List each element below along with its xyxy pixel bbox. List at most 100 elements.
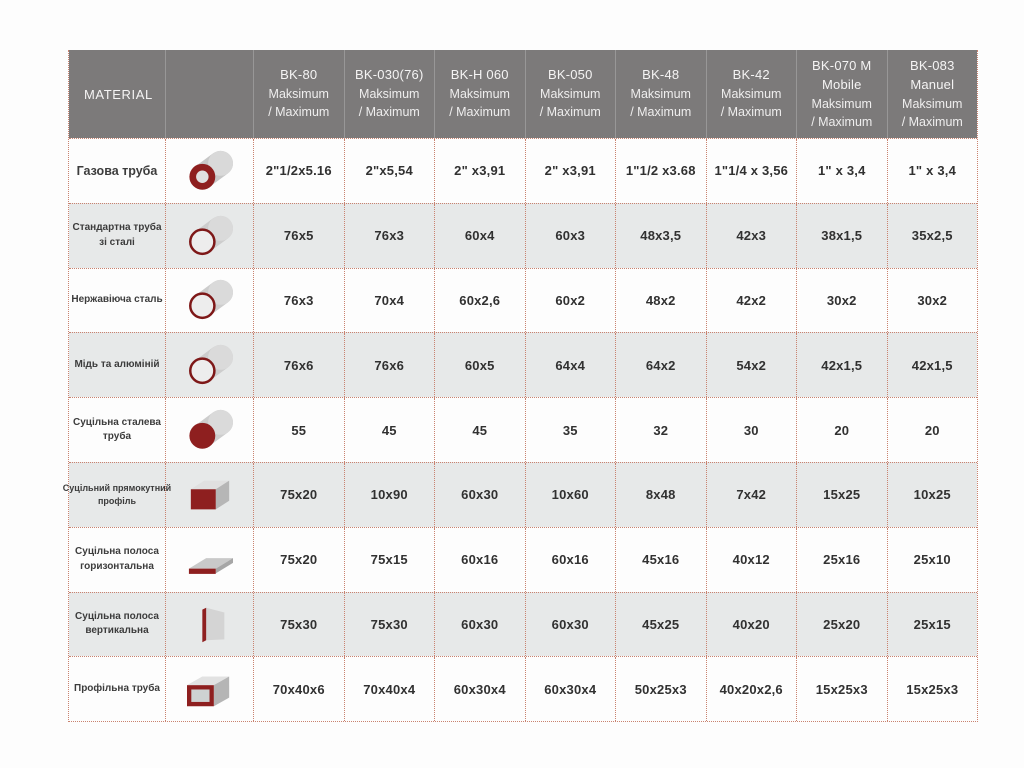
material-label: труба [102, 431, 132, 443]
value-cell: 60x30 [524, 592, 616, 657]
value-cell: 60x30x4 [524, 657, 616, 722]
value-cell: 70x4 [343, 268, 435, 333]
value-cell: 75x15 [343, 527, 435, 592]
value-cell: 2" x3,91 [524, 139, 616, 203]
value-cell: 60x16 [434, 527, 525, 592]
value-cell: 8x48 [615, 462, 706, 527]
model-max-label: Maksimum [540, 87, 601, 102]
table-row: Мідь та алюміній 76x6 76x6 60x5 64x4 64x2 54x2… [69, 332, 977, 398]
value-cell: 35 [524, 398, 616, 462]
value-cell: 70x40x4 [343, 657, 435, 722]
value-cell: 60x30 [434, 462, 525, 527]
value-cell: 42x1,5 [796, 333, 887, 398]
value-cell: 75x20 [253, 462, 344, 527]
value-cell: 20 [796, 398, 887, 462]
value-cell: 60x30 [434, 592, 525, 657]
value-cell: 25x20 [796, 592, 887, 657]
material-label: зі сталі [99, 236, 135, 248]
column-header-bk-050: BK-050 Maksimum / Maximum [524, 50, 616, 138]
value-cell: 40x12 [705, 527, 797, 592]
material-label: Профільна труба [74, 683, 160, 695]
column-header-bk-070-m-mobile: BK-070 M Mobile Maksimum / Maximum [796, 50, 887, 138]
flat-strip-horizontal-icon [179, 537, 241, 583]
model-name-label: BK-42 [732, 67, 770, 83]
icon-cell [165, 657, 253, 722]
value-cell: 60x4 [434, 203, 525, 268]
value-cell: 60x16 [524, 527, 616, 592]
value-cell: 42x3 [705, 203, 797, 268]
value-cell: 64x2 [615, 333, 706, 398]
model-max-label: Maksimum [721, 87, 782, 102]
model-max-label: / Maximum [449, 105, 511, 120]
value-cell: 76x3 [253, 268, 344, 333]
material-label: Стандартна труба [72, 222, 162, 234]
value-cell: 40x20x2,6 [705, 657, 797, 722]
material-cell: Стандартна труба зі сталі [69, 204, 165, 268]
value-cell: 64x4 [524, 333, 616, 398]
value-cell: 60x5 [434, 333, 525, 398]
model-name-label: BK-H 060 [450, 67, 509, 83]
model-name-label: BK-050 [547, 67, 593, 83]
material-cell: Суцільна сталева труба [69, 398, 165, 462]
material-cell: Суцільна полоса вертикальна [69, 593, 165, 657]
solid-steel-rod-icon [179, 407, 241, 453]
icon-cell [165, 203, 253, 268]
value-cell: 76x5 [253, 203, 344, 268]
model-name-label: Mobile [822, 76, 862, 92]
value-cell: 10x25 [886, 462, 978, 527]
column-header-bk-42: BK-42 Maksimum / Maximum [705, 50, 797, 138]
icon-cell [165, 462, 253, 527]
value-cell: 40x20 [705, 592, 797, 657]
value-cell: 32 [615, 398, 706, 462]
model-name-label: BK-070 M [812, 58, 872, 74]
value-cell: 45 [434, 398, 525, 462]
flat-strip-vertical-icon [179, 601, 241, 647]
material-label: Суцільна полоса [75, 610, 159, 622]
value-cell: 30x2 [886, 268, 978, 333]
column-header-bk-48: BK-48 Maksimum / Maximum [615, 50, 706, 138]
value-cell: 55 [253, 398, 344, 462]
icon-cell [165, 592, 253, 657]
profile-tube-icon [179, 666, 241, 712]
model-max-label: Maksimum [268, 87, 329, 102]
material-label: Газова труба [76, 163, 158, 178]
value-cell: 48x2 [615, 268, 706, 333]
table-row: Суцільна сталева труба 55 45 45 35 32 30 20 20 [69, 397, 977, 462]
material-label: Суцільний прямокутний [62, 482, 172, 493]
material-label: Мідь та алюміній [74, 359, 160, 371]
model-max-label: / Maximum [539, 105, 601, 120]
copper-aluminum-pipe-icon [179, 342, 241, 388]
stainless-steel-pipe-icon [179, 277, 241, 323]
model-max-label: Maksimum [902, 96, 963, 111]
model-max-label: / Maximum [720, 105, 782, 120]
icon-column-header [165, 50, 253, 138]
model-name-label: BK-083 [909, 58, 955, 74]
table-row: Суцільний прямокутний профіль 75x20 10x90 60… [63, 461, 978, 527]
value-cell: 60x2,6 [434, 268, 525, 333]
model-max-label: Maksimum [449, 87, 510, 102]
value-cell: 45 [343, 398, 435, 462]
value-cell: 15x25 [796, 462, 887, 527]
table-row: Суцільна полоса вертикальна 75x30 75x30 60x3… [69, 591, 978, 657]
model-max-label: / Maximum [901, 114, 963, 129]
material-label: Нержавіюча сталь [71, 294, 163, 306]
model-name-label: BK-80 [280, 67, 318, 83]
gas-pipe-icon [179, 148, 241, 194]
column-header-bk-083-manuel: BK-083 Manuel Maksimum / Maximum [886, 50, 978, 138]
material-cell: Нержавіюча сталь [69, 269, 165, 333]
icon-cell [165, 398, 253, 462]
model-name-label: Manuel [910, 76, 955, 92]
value-cell: 38x1,5 [796, 203, 887, 268]
standard-steel-pipe-icon [179, 213, 241, 259]
material-cell: Профільна труба [69, 657, 165, 721]
table-row: Нержавіюча сталь 76x3 70x4 60x2,6 60x2 48x2 42… [69, 267, 978, 333]
value-cell: 2" x3,91 [434, 139, 525, 203]
model-max-label: Maksimum [811, 96, 872, 111]
value-cell: 42x2 [705, 268, 797, 333]
value-cell: 30 [705, 398, 797, 462]
value-cell: 25x15 [886, 592, 978, 657]
value-cell: 25x10 [886, 527, 978, 592]
table-row: Профільна труба 70x40x6 70x40x4 60x30x4 60x3… [69, 656, 977, 722]
material-cell: Газова труба [69, 139, 165, 203]
